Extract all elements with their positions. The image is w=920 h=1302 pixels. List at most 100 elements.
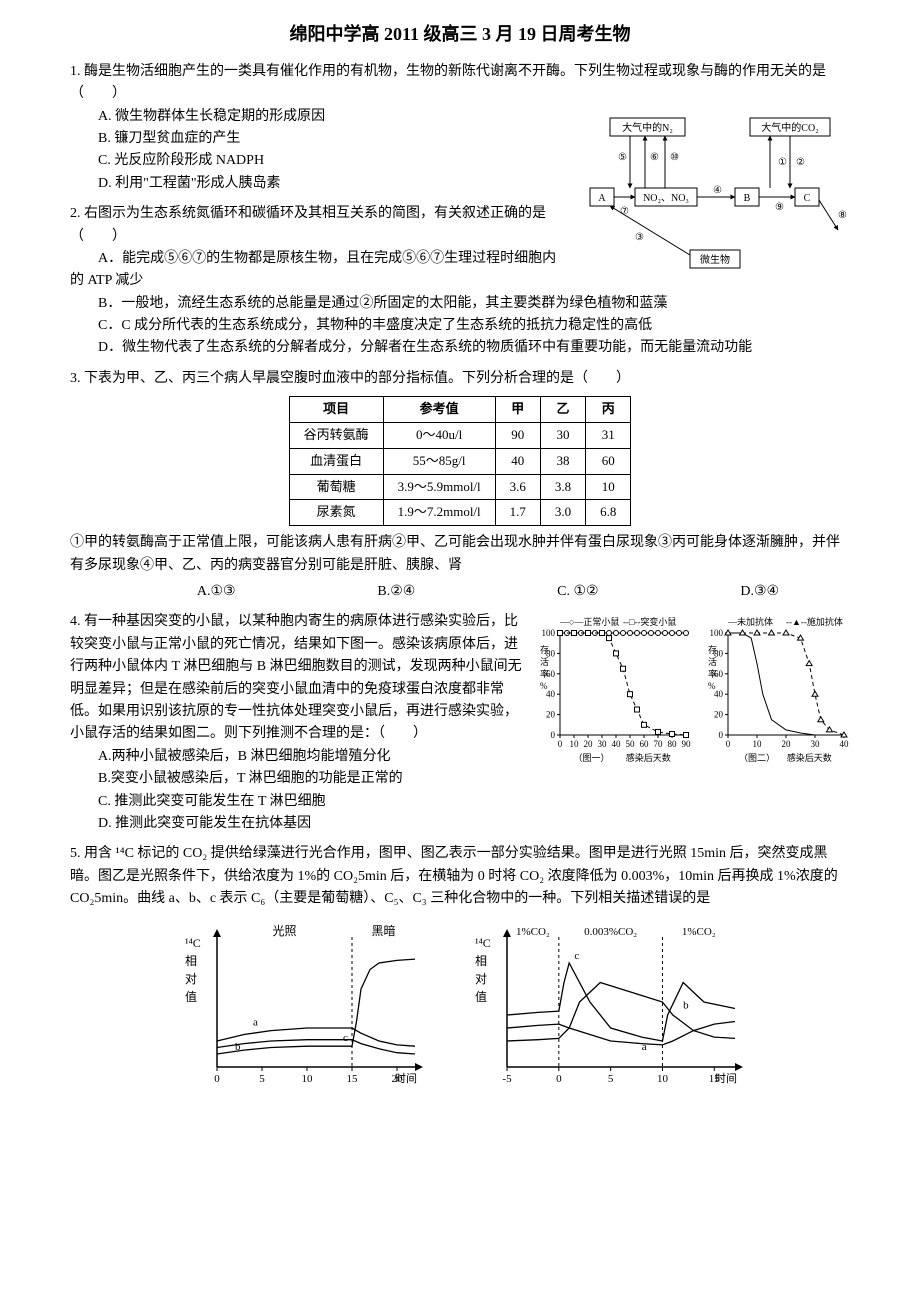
svg-text:0: 0: [214, 1073, 220, 1085]
question-3: 3. 下表为甲、乙、丙三个病人早晨空腹时血液中的部分指标值。下列分析合理的是（ …: [70, 368, 850, 604]
svg-text:黑暗: 黑暗: [371, 923, 395, 938]
q5-chart-1: 05101520¹⁴C相对值光照黑暗abc时间: [175, 919, 425, 1089]
table-row: 尿素氮1.9～7.2mmol/l1.73.06.8: [289, 500, 631, 526]
svg-text:时间: 时间: [395, 1072, 417, 1085]
svg-text:10: 10: [302, 1073, 314, 1085]
svg-text:¹⁴C: ¹⁴C: [185, 936, 201, 950]
svg-text:对: 对: [475, 972, 487, 986]
svg-text:20: 20: [546, 710, 556, 720]
q3-options: A.①③ B.②④ C. ①② D.③④: [126, 581, 850, 603]
svg-text:c: c: [574, 950, 579, 962]
svg-text:20: 20: [782, 739, 792, 749]
svg-text:%: %: [540, 681, 548, 691]
q5-stem: 5. 用含 ¹⁴C 标记的 CO₂ 提供给绿藻进行光合作用，图甲、图乙表示一部分…: [70, 843, 850, 910]
svg-text:相: 相: [475, 954, 487, 968]
svg-text:15: 15: [347, 1073, 359, 1085]
svg-text:值: 值: [185, 989, 197, 1004]
svg-text:大气中的CO₂: 大气中的CO₂: [761, 121, 818, 134]
svg-text:（图一）: （图一）: [573, 753, 609, 763]
svg-text:光照: 光照: [272, 924, 296, 938]
svg-text:⑨: ⑨: [775, 202, 784, 213]
q4-chart-2: —未加抗体--▲--施加抗体020406080100010203040存活率%（…: [700, 615, 850, 765]
svg-text:40: 40: [840, 739, 850, 749]
svg-text:20: 20: [584, 739, 594, 749]
svg-text:①: ①: [778, 157, 787, 168]
svg-text:（图二）: （图二）: [739, 753, 775, 763]
svg-text:⑦: ⑦: [620, 206, 629, 217]
svg-text:③: ③: [635, 232, 644, 243]
svg-text:率: 率: [540, 668, 549, 679]
svg-text:⑤: ⑤: [618, 152, 627, 163]
question-1: 1. 酶是生物活细胞产生的一类具有催化作用的有机物，生物的新陈代谢离不开酶。下列…: [70, 61, 850, 195]
q4-opt-d: D. 推测此突变可能发生在抗体基因: [70, 813, 850, 835]
svg-text:5: 5: [259, 1073, 265, 1085]
svg-text:30: 30: [811, 739, 821, 749]
q2-opt-d: D．微生物代表了生态系统的分解者成分，分解者在生态系统的物质循环中有重要功能，而…: [70, 337, 850, 359]
q4-chart-1: —○—正常小鼠--□--突变小鼠020406080100010203040506…: [532, 615, 692, 765]
q3-desc: ①甲的转氨酶高于正常值上限，可能该病人患有肝病②甲、乙可能会出现水肿并伴有蛋白尿…: [70, 532, 850, 577]
table-header: 乙: [540, 397, 585, 423]
svg-text:—未加抗体: —未加抗体: [727, 616, 773, 627]
svg-text:50: 50: [626, 739, 636, 749]
svg-text:60: 60: [640, 739, 650, 749]
svg-text:10: 10: [570, 739, 580, 749]
svg-text:-5: -5: [502, 1073, 512, 1085]
svg-text:0: 0: [551, 730, 556, 740]
svg-text:100: 100: [542, 628, 556, 638]
q4-charts: —○—正常小鼠--□--突变小鼠020406080100010203040506…: [532, 615, 850, 772]
svg-text:微生物: 微生物: [700, 253, 730, 266]
svg-text:10: 10: [753, 739, 763, 749]
q1-stem: 1. 酶是生物活细胞产生的一类具有催化作用的有机物，生物的新陈代谢离不开酶。下列…: [70, 61, 850, 106]
svg-text:A: A: [598, 193, 606, 204]
svg-text:a: a: [253, 1016, 258, 1028]
q2-opt-c: C．C 成分所代表的生态系统成分，其物种的丰盛度决定了生态系统的抵抗力稳定性的高…: [70, 315, 850, 337]
page-title: 绵阳中学高 2011 级高三 3 月 19 日周考生物: [70, 20, 850, 49]
svg-text:感染后天数: 感染后天数: [626, 752, 671, 763]
svg-text:100: 100: [710, 628, 724, 638]
svg-text:相: 相: [185, 954, 197, 968]
svg-text:B: B: [744, 193, 751, 204]
svg-text:20: 20: [714, 710, 724, 720]
table-header: 甲: [495, 397, 540, 423]
svg-text:70: 70: [654, 739, 664, 749]
svg-text:¹⁴C: ¹⁴C: [475, 936, 491, 950]
svg-text:10: 10: [657, 1073, 669, 1085]
svg-text:存: 存: [540, 644, 549, 655]
q2-opt-b: B．一般地，流经生态系统的总能量是通过②所固定的太阳能，其主要类群为绿色植物和蓝…: [70, 293, 850, 315]
svg-text:80: 80: [668, 739, 678, 749]
svg-text:⑩: ⑩: [670, 152, 679, 163]
table-header: 项目: [289, 397, 383, 423]
q3-opt-c: C. ①②: [557, 581, 598, 603]
svg-text:活: 活: [540, 656, 549, 667]
svg-text:0: 0: [556, 1073, 562, 1085]
svg-text:大气中的N₂: 大气中的N₂: [622, 121, 673, 134]
svg-text:40: 40: [612, 739, 622, 749]
svg-text:0: 0: [726, 739, 731, 749]
svg-text:感染后天数: 感染后天数: [787, 752, 832, 763]
svg-text:0.003%CO₂: 0.003%CO₂: [584, 926, 637, 938]
svg-text:—○—正常小鼠: —○—正常小鼠: [559, 616, 619, 627]
svg-text:90: 90: [682, 739, 692, 749]
table-row: 谷丙转氨酶0～40u/l903031: [289, 423, 631, 449]
q5-chart-2: -5051015¹⁴C相对值1%CO₂0.003%CO₂1%CO₂abc时间: [465, 919, 745, 1089]
q2-diagram: 大气中的N₂大气中的CO₂ANO₂、NO₃BC微生物①②③④⑤⑥⑦⑧⑨⑩: [580, 110, 850, 288]
svg-text:存: 存: [708, 644, 717, 655]
svg-text:⑧: ⑧: [838, 210, 847, 221]
q3-stem: 3. 下表为甲、乙、丙三个病人早晨空腹时血液中的部分指标值。下列分析合理的是（ …: [70, 368, 850, 390]
svg-text:a: a: [642, 1041, 647, 1053]
svg-text:⑥: ⑥: [650, 152, 659, 163]
svg-text:30: 30: [598, 739, 608, 749]
svg-text:--□--突变小鼠: --□--突变小鼠: [623, 616, 676, 627]
question-5: 5. 用含 ¹⁴C 标记的 CO₂ 提供给绿藻进行光合作用，图甲、图乙表示一部分…: [70, 843, 850, 1088]
q4-opt-c: C. 推测此突变可能发生在 T 淋巴细胞: [70, 791, 850, 813]
svg-text:0: 0: [719, 730, 724, 740]
q5-charts: 05101520¹⁴C相对值光照黑暗abc时间 -5051015¹⁴C相对值1%…: [70, 919, 850, 1089]
table-row: 血清蛋白55～85g/l403860: [289, 448, 631, 474]
svg-text:--▲--施加抗体: --▲--施加抗体: [786, 616, 843, 627]
q3-opt-a: A.①③: [197, 581, 236, 603]
svg-text:时间: 时间: [715, 1072, 737, 1085]
svg-text:②: ②: [796, 157, 805, 168]
q3-table: 项目参考值甲乙丙谷丙转氨酶0～40u/l903031血清蛋白55～85g/l40…: [289, 396, 632, 526]
svg-text:5: 5: [608, 1073, 614, 1085]
svg-text:C: C: [804, 193, 811, 204]
